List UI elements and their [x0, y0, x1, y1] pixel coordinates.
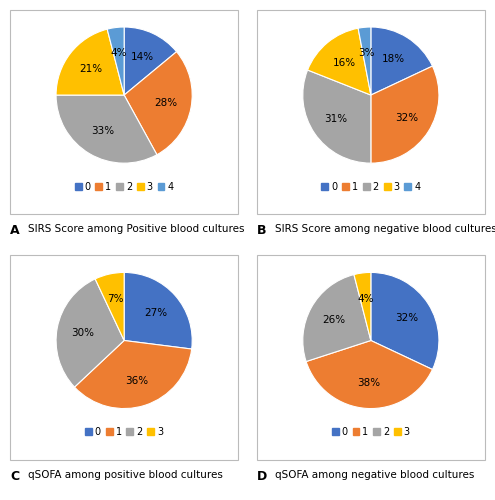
Text: 28%: 28% [154, 98, 177, 108]
Legend: 0, 1, 2, 3, 4: 0, 1, 2, 3, 4 [321, 182, 420, 192]
Text: 36%: 36% [126, 376, 148, 386]
Text: 32%: 32% [395, 313, 418, 323]
Text: 21%: 21% [79, 64, 102, 74]
Wedge shape [124, 27, 177, 95]
Wedge shape [107, 27, 124, 95]
Text: B: B [256, 224, 266, 237]
Legend: 0, 1, 2, 3, 4: 0, 1, 2, 3, 4 [75, 182, 174, 192]
Text: qSOFA among negative blood cultures: qSOFA among negative blood cultures [275, 470, 474, 480]
Text: qSOFA among positive blood cultures: qSOFA among positive blood cultures [28, 470, 223, 480]
Text: 4%: 4% [110, 48, 127, 58]
Wedge shape [75, 340, 192, 408]
Text: SIRS Score among Positive blood cultures: SIRS Score among Positive blood cultures [28, 224, 245, 234]
Legend: 0, 1, 2, 3: 0, 1, 2, 3 [332, 427, 410, 437]
Text: 31%: 31% [324, 114, 347, 124]
Wedge shape [303, 70, 371, 163]
Wedge shape [56, 95, 157, 163]
Text: D: D [256, 470, 267, 483]
Wedge shape [371, 27, 433, 95]
Wedge shape [306, 340, 433, 408]
Text: A: A [10, 224, 19, 237]
Text: 4%: 4% [357, 294, 374, 304]
Wedge shape [124, 52, 192, 154]
Wedge shape [56, 29, 124, 95]
Wedge shape [354, 272, 371, 340]
Text: 38%: 38% [357, 378, 380, 388]
Legend: 0, 1, 2, 3: 0, 1, 2, 3 [85, 427, 163, 437]
Text: 33%: 33% [91, 126, 114, 136]
Wedge shape [307, 28, 371, 95]
Wedge shape [56, 279, 124, 387]
Text: 32%: 32% [395, 112, 418, 122]
Text: 16%: 16% [333, 58, 355, 68]
Text: SIRS Score among negative blood cultures: SIRS Score among negative blood cultures [275, 224, 495, 234]
Wedge shape [95, 272, 124, 340]
Text: 3%: 3% [359, 48, 375, 58]
Text: C: C [10, 470, 19, 483]
Text: 14%: 14% [131, 52, 153, 62]
Text: 7%: 7% [107, 294, 123, 304]
Wedge shape [358, 27, 371, 95]
Wedge shape [303, 274, 371, 362]
Wedge shape [371, 66, 439, 163]
Wedge shape [371, 272, 439, 370]
Text: 30%: 30% [71, 328, 94, 338]
Text: 27%: 27% [144, 308, 167, 318]
Wedge shape [124, 272, 192, 349]
Text: 26%: 26% [322, 315, 346, 325]
Text: 18%: 18% [382, 54, 405, 64]
